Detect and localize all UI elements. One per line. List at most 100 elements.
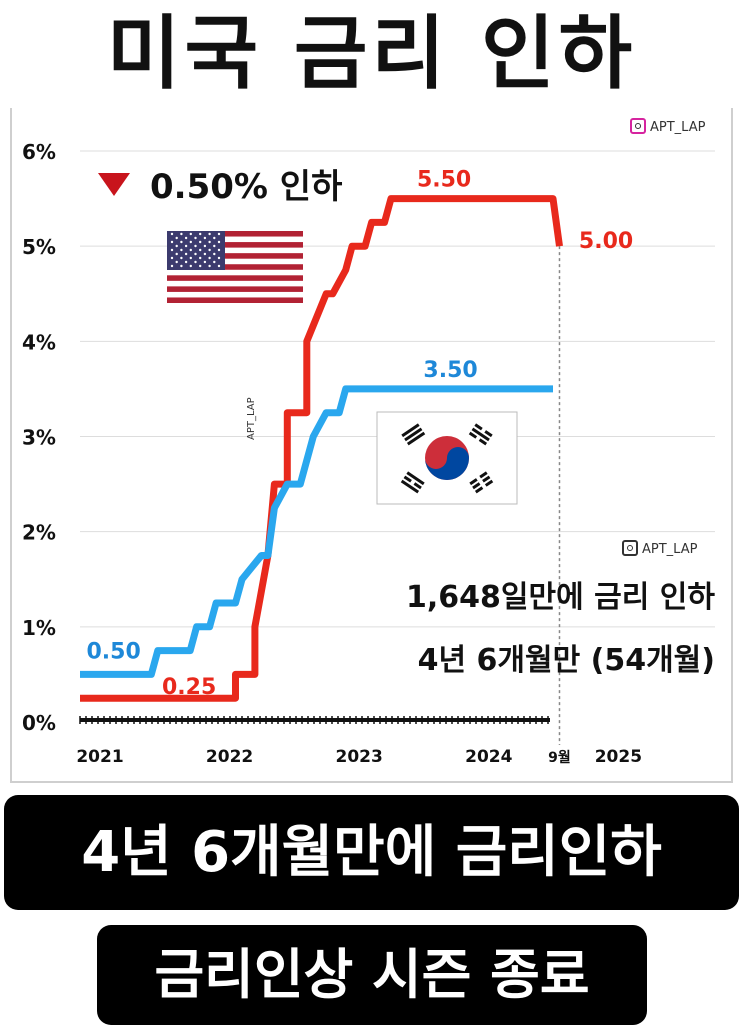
flag-star [170, 256, 174, 260]
y-tick-label: 3% [22, 426, 56, 450]
flag-star [213, 244, 216, 248]
instagram-watermark-mid: APT_LAP [622, 540, 697, 557]
flag-star [199, 248, 202, 252]
x-tick-label: 2024 [465, 747, 512, 767]
flag-star [208, 248, 211, 252]
data-label: 0.50 [86, 639, 140, 664]
data-label: 5.00 [579, 229, 633, 254]
instagram-icon [630, 118, 646, 134]
x-tick-labels: 2021 2022 2023 2024 9월 2025 [76, 747, 642, 767]
flag-star [199, 240, 202, 244]
flag-star [180, 232, 183, 236]
flag-star [217, 248, 221, 252]
watermark-text: APT_LAP [246, 397, 257, 440]
y-tick-label: 5% [22, 235, 56, 259]
flag-star [203, 244, 207, 248]
flag-star [203, 236, 207, 240]
flag-star [194, 236, 197, 240]
flag-star [189, 256, 192, 260]
us-rate-line [80, 195, 563, 702]
flag-star [170, 248, 174, 252]
flag-star [175, 260, 178, 264]
y-tick-label: 6% [22, 140, 56, 164]
flag-star [170, 264, 174, 268]
flag-star [184, 260, 188, 264]
flag-star [189, 240, 192, 244]
flag-star [194, 260, 197, 264]
flag-star [184, 252, 188, 256]
flag-star [199, 256, 202, 260]
flag-star [213, 236, 216, 240]
flag-star [203, 252, 207, 256]
subheadline-banner: 금리인상 시즌 종료 [97, 925, 647, 1025]
flag-star [194, 244, 197, 248]
flag-star [175, 236, 178, 240]
x-tick-label: 2021 [76, 747, 123, 767]
flag-star [208, 240, 211, 244]
flag-star [189, 248, 192, 252]
flag-star [180, 248, 183, 252]
flag-stripe [167, 275, 303, 281]
note-days: 1,648일만에 금리 인하 [406, 580, 715, 615]
instagram-watermark-rotated: APT_LAP [246, 397, 257, 440]
data-label: 3.50 [423, 358, 477, 383]
headline-banner: 4년 6개월만에 금리인하 [4, 795, 739, 910]
page-title: 미국 금리 인하 [106, 7, 637, 100]
x-tick-label: 2025 [595, 747, 642, 767]
rate-chart: 0% 1% 2% 3% 4% 5% 6% 2021 2022 2023 2024 9월 2025 5.… [22, 140, 715, 767]
flag-stripe [167, 297, 303, 303]
flag-stripe [167, 242, 303, 248]
flag-star [199, 232, 202, 236]
flag-star [208, 256, 211, 260]
flag-star [175, 252, 178, 256]
kr-rate-line [80, 385, 553, 678]
y-tick-label: 4% [22, 330, 56, 354]
flag-star [213, 260, 216, 264]
flag-stripe [167, 231, 303, 237]
korea-flag-icon [376, 411, 518, 505]
flag-star [208, 264, 211, 268]
flag-star [203, 260, 207, 264]
flag-star [217, 232, 221, 236]
x-tick-label: 2023 [336, 747, 383, 767]
data-label: 5.50 [417, 168, 471, 193]
flag-star [180, 240, 183, 244]
flag-star [184, 236, 188, 240]
flag-star [184, 244, 188, 248]
us-flag-icon [167, 231, 303, 303]
flag-star [217, 256, 221, 260]
flag-star [180, 256, 183, 260]
watermark-text: APT_LAP [650, 120, 706, 135]
flag-star [199, 264, 202, 268]
down-triangle-icon [98, 173, 130, 196]
flag-stripe [167, 264, 303, 270]
flag-star [194, 252, 197, 256]
flag-star [189, 232, 192, 236]
instagram-watermark: APT_LAP [630, 118, 705, 135]
instagram-icon [622, 540, 638, 556]
flag-star [213, 252, 216, 256]
flag-stripe [167, 253, 303, 259]
flag-star [217, 240, 221, 244]
x-tick-label: 9월 [548, 749, 571, 766]
y-tick-label: 1% [22, 616, 56, 640]
x-axis [79, 716, 550, 724]
y-tick-labels: 0% 1% 2% 3% 4% 5% 6% [22, 140, 56, 735]
x-tick-label: 2022 [206, 747, 253, 767]
y-tick-label: 0% [22, 711, 56, 735]
flag-star [217, 264, 221, 268]
flag-star [175, 244, 178, 248]
flag-stripe [167, 286, 303, 292]
flag-star [180, 264, 183, 268]
cut-note: 0.50% 인하 [150, 167, 342, 207]
flag-star [170, 240, 174, 244]
data-labels: 5.50 5.00 3.50 0.50 0.25 [86, 168, 633, 701]
y-tick-label: 2% [22, 521, 56, 545]
note-months: 4년 6개월만 (54개월) [418, 643, 715, 678]
watermark-text: APT_LAP [642, 542, 698, 557]
flag-star [170, 232, 174, 236]
flag-star [208, 232, 211, 236]
flag-star [189, 264, 192, 268]
series-lines [80, 195, 563, 702]
data-label: 0.25 [162, 675, 216, 700]
